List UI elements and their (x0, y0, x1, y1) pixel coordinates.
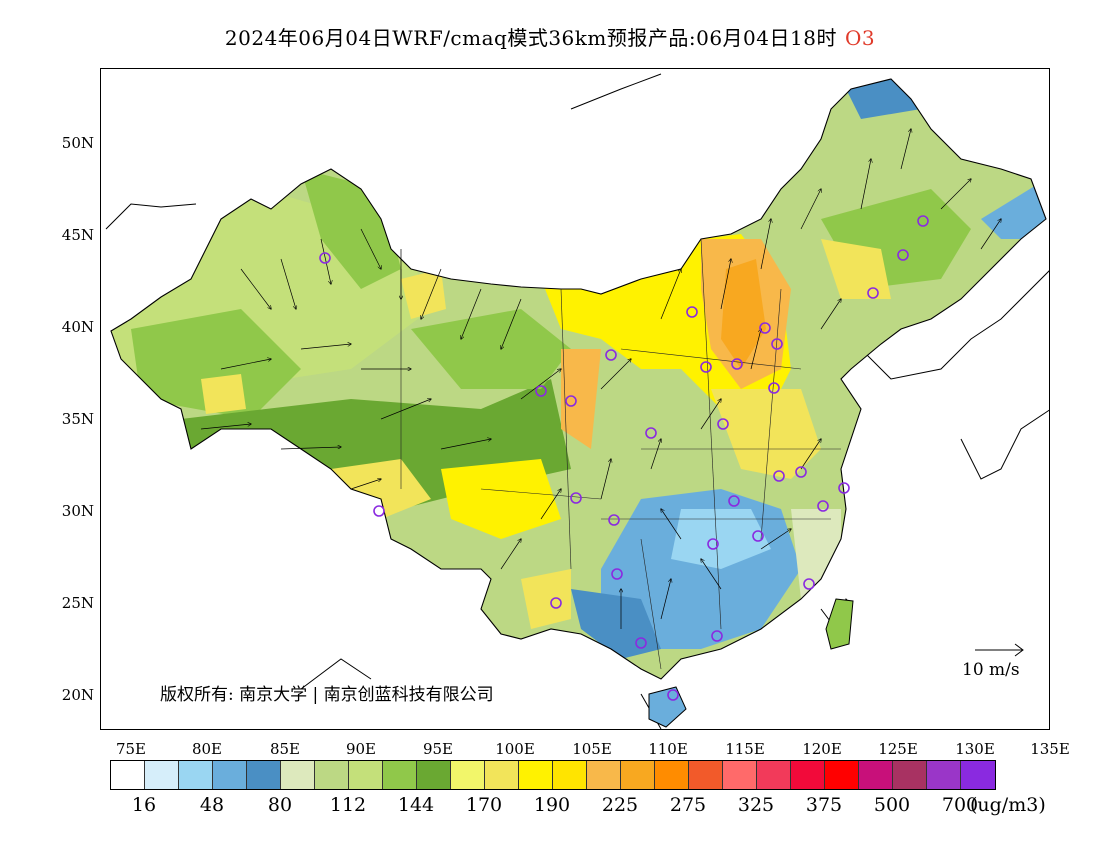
colorbar-swatch (723, 761, 757, 789)
hainan-island (648, 686, 687, 728)
lon-label-80: 80E (191, 740, 223, 758)
station-markers (319, 215, 929, 701)
colorbar-label: 700 (941, 794, 979, 816)
colorbar-swatch (417, 761, 451, 789)
wind-vectors (200, 129, 1001, 629)
wind-scale-arrow-icon (975, 643, 1024, 657)
colorbar-swatch (213, 761, 247, 789)
colorbar (110, 760, 996, 790)
colorbar-swatch (859, 761, 893, 789)
colorbar-swatch (247, 761, 281, 789)
colorbar-swatch (451, 761, 485, 789)
colorbar-swatch (825, 761, 859, 789)
species-label: O3 (844, 26, 876, 50)
lon-label-130: 130E (955, 740, 995, 758)
colorbar-swatch (281, 761, 315, 789)
colorbar-swatch (485, 761, 519, 789)
lon-label-115: 115E (725, 740, 765, 758)
lon-label-95: 95E (422, 740, 454, 758)
colorbar-label: 112 (329, 794, 367, 816)
taiwan-island (825, 598, 854, 650)
map-title: 2024年06月04日WRF/cmaq模式36km预报产品:06月04日18时 O… (0, 22, 1100, 51)
lon-label-100: 100E (495, 740, 535, 758)
colorbar-swatch (349, 761, 383, 789)
colorbar-swatch (961, 761, 995, 789)
colorbar-label: 275 (669, 794, 707, 816)
lat-label-35: 35N (61, 410, 94, 428)
title-text: 2024年06月04日WRF/cmaq模式36km预报产品:06月04日18时 (224, 26, 837, 50)
colorbar-swatch (383, 761, 417, 789)
colorbar-swatch (179, 761, 213, 789)
lon-label-135: 135E (1030, 740, 1070, 758)
map-frame (100, 68, 1050, 730)
lon-label-90: 90E (345, 740, 377, 758)
colorbar-swatch (757, 761, 791, 789)
colorbar-label: 500 (873, 794, 911, 816)
colorbar-swatch (587, 761, 621, 789)
colorbar-swatch (145, 761, 179, 789)
colorbar-label: 325 (737, 794, 775, 816)
colorbar-swatch (927, 761, 961, 789)
colorbar-label: 225 (601, 794, 639, 816)
colorbar-swatch (553, 761, 587, 789)
colorbar-label: 80 (267, 794, 293, 816)
colorbar-swatch (111, 761, 145, 789)
lat-label-25: 25N (61, 594, 94, 612)
lon-label-105: 105E (572, 740, 612, 758)
colorbar-label: 375 (805, 794, 843, 816)
colorbar-label: 190 (533, 794, 571, 816)
lon-label-125: 125E (878, 740, 918, 758)
colorbar-swatch (621, 761, 655, 789)
lat-label-50: 50N (61, 134, 94, 152)
lon-label-120: 120E (802, 740, 842, 758)
colorbar-label: 144 (397, 794, 435, 816)
colorbar-swatch (689, 761, 723, 789)
colorbar-swatch (519, 761, 553, 789)
lon-label-85: 85E (269, 740, 301, 758)
colorbar-swatch (893, 761, 927, 789)
lon-label-110: 110E (648, 740, 688, 758)
colorbar-swatch (315, 761, 349, 789)
copyright-notice: 版权所有: 南京大学 | 南京创蓝科技有限公司 (160, 685, 494, 705)
colorbar-swatch (655, 761, 689, 789)
colorbar-label: 16 (131, 794, 157, 816)
province-boundaries (400, 238, 841, 670)
ozone-map (105, 73, 1049, 729)
lon-label-75: 75E (115, 740, 147, 758)
colorbar-unit: (ug/m3) (970, 794, 1046, 816)
lat-label-30: 30N (61, 502, 94, 520)
lat-label-20: 20N (61, 686, 94, 704)
colorbar-label: 170 (465, 794, 503, 816)
colorbar-label: 48 (199, 794, 225, 816)
lat-label-40: 40N (61, 318, 94, 336)
wind-scale-label: 10 m/s (962, 660, 1020, 680)
colorbar-swatch (791, 761, 825, 789)
lat-label-45: 45N (61, 226, 94, 244)
